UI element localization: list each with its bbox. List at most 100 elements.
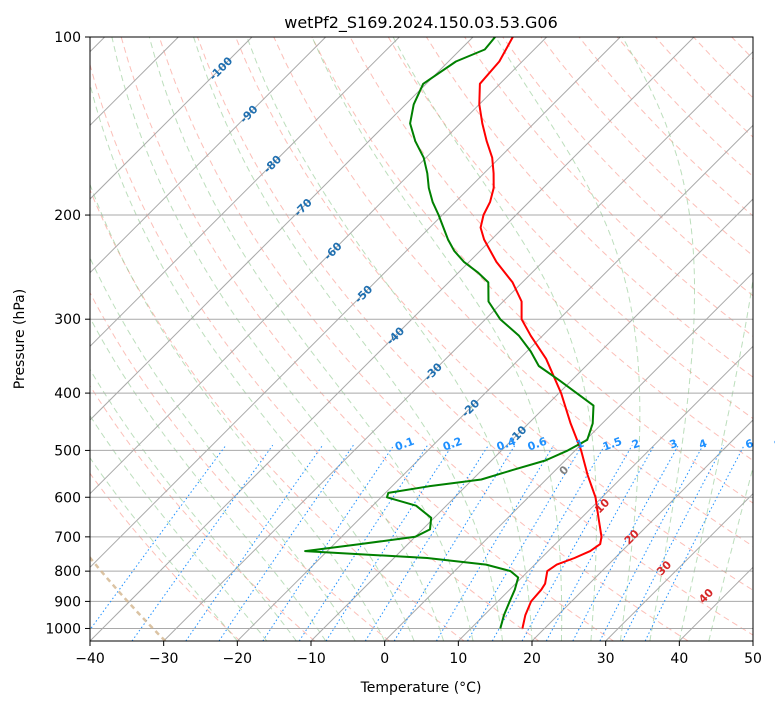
mixing-ratio-line [599, 444, 704, 641]
line-labels: -100-90-80-70-60-50-40-30-20-100.1 0.2 0.4… [207, 54, 775, 606]
isotherm-line [457, 345, 753, 641]
y-tick-label: 200 [54, 208, 81, 224]
dry-adiabat [655, 37, 753, 138]
y-tick-label: 1000 [45, 621, 81, 637]
moist-adiabat [392, 37, 597, 641]
dewpoint-line [304, 37, 595, 629]
x-tick-label: 30 [597, 651, 615, 667]
mixing-ratio-label: 2 [630, 437, 642, 452]
dry-adiabat [387, 37, 753, 420]
isotherm-line [678, 566, 753, 641]
x-tick-label: −20 [223, 651, 253, 667]
mixing-ratio-line [393, 444, 516, 641]
moist-adiabat-label: 20 [622, 527, 642, 547]
mixing-ratio-line [90, 444, 227, 631]
mixing-ratio-line [325, 444, 453, 641]
x-tick-label: −10 [296, 651, 326, 667]
mixing-ratio-line [218, 444, 354, 641]
y-tick-label: 900 [54, 594, 81, 610]
isotherm-label: -90 [237, 103, 260, 126]
mixing-ratio-label: 0.1 [393, 435, 416, 454]
dry-adiabat [425, 37, 753, 378]
isotherm-line [384, 271, 753, 641]
reference-curve [90, 555, 167, 641]
dry-adiabat [197, 37, 753, 636]
mixing-ratio-line [644, 444, 745, 641]
dry-adiabat [770, 37, 775, 641]
mixing-ratio-line [364, 444, 489, 641]
moist-adiabat [90, 256, 356, 641]
moist-adiabat [193, 37, 503, 641]
dry-adiabat [349, 37, 753, 462]
x-tick-label: 20 [523, 651, 541, 667]
plot-frame [89, 36, 754, 642]
dry-adiabat [235, 37, 753, 591]
isotherm-line [90, 37, 400, 348]
dry-adiabat [464, 37, 753, 337]
moist-adiabat [708, 465, 753, 641]
moist-adiabat-label: 40 [696, 586, 716, 606]
moist-adiabat [678, 37, 753, 641]
temperature-line [478, 37, 603, 629]
isotherm-line [752, 640, 753, 641]
mixing-ratio-line [131, 444, 274, 641]
moist-adiabat [111, 37, 445, 641]
y-tick-label: 700 [54, 530, 81, 546]
mixing-ratio-line [298, 444, 429, 641]
x-tick-label: −30 [149, 651, 179, 667]
moist-adiabat [90, 457, 238, 641]
x-tick-label: 50 [744, 651, 762, 667]
y-tick-label: 400 [54, 386, 81, 402]
dry-adiabat [273, 37, 753, 547]
profile-lines [304, 37, 603, 629]
chart-title: wetPf2_S169.2024.150.03.53.G06 [284, 13, 558, 33]
moist-adiabat [621, 37, 695, 641]
mixing-ratio-label: 1 [574, 437, 586, 452]
dry-adiabat [311, 37, 753, 504]
isotherm-label: -80 [261, 153, 284, 176]
axes: −40 −30 −20 −10 0 10 20 30 40 5010009008007006005… [45, 30, 762, 667]
isotherm-line [90, 37, 695, 641]
isotherm-line [90, 37, 474, 421]
isotherm-line [236, 124, 753, 641]
dry-adiabat [90, 62, 540, 641]
isotherm-line [90, 37, 548, 495]
mixing-ratio-label: 0.2 [441, 435, 464, 454]
mixing-ratio-line [521, 444, 633, 641]
moist-adiabat [90, 368, 297, 641]
moist-adiabat [148, 37, 474, 641]
mixing-ratio-label: 0.4 [495, 435, 518, 454]
moist-adiabat [90, 183, 386, 641]
background-lines [90, 37, 775, 641]
mixing-ratio-line [262, 444, 395, 641]
x-tick-label: 0 [380, 651, 389, 667]
dry-adiabat [90, 472, 241, 641]
x-tick-label: 10 [449, 651, 467, 667]
isotherm-line [605, 492, 753, 641]
dry-adiabat [502, 37, 753, 297]
isotherm-line [163, 50, 753, 641]
x-tick-label: −40 [75, 651, 105, 667]
isotherm-label: -100 [207, 54, 236, 83]
isotherm-line [90, 37, 621, 569]
x-tick-label: 40 [670, 651, 688, 667]
dry-adiabat [90, 384, 316, 641]
moist-adiabat [311, 37, 563, 641]
moist-adiabat [90, 82, 415, 641]
y-tick-label: 500 [54, 443, 81, 459]
isotherm-line [90, 37, 253, 200]
mixing-ratio-line [621, 444, 724, 641]
mixing-ratio-line [545, 444, 655, 641]
y-tick-label: 800 [54, 564, 81, 580]
dry-adiabat [120, 37, 614, 641]
isotherm-label: -70 [292, 196, 315, 219]
isotherm-line [531, 419, 753, 641]
mixing-ratio-label: 6 [744, 437, 756, 452]
moist-adiabat [246, 37, 533, 641]
mixing-ratio-label: 8 [772, 437, 775, 452]
moist-adiabat [495, 37, 641, 641]
moist-adiabat [90, 316, 327, 641]
mixing-ratio-label: 4 [697, 437, 709, 452]
dry-adiabat [90, 188, 465, 641]
